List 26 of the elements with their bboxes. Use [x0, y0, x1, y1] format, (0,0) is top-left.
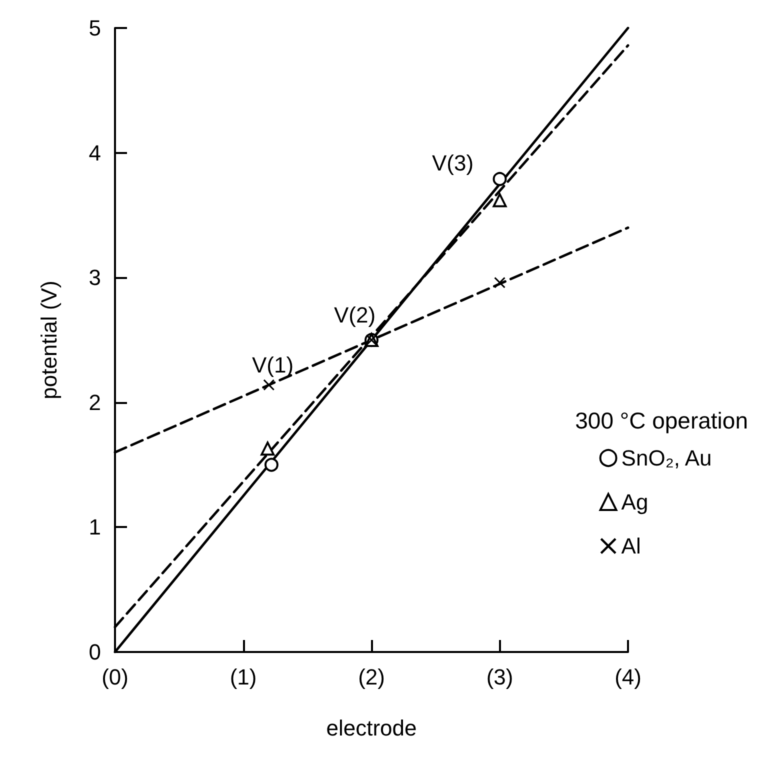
y-tick-label: 0: [88, 640, 101, 664]
legend-title: 300 °C operation: [575, 408, 748, 434]
point: [494, 277, 506, 288]
legend-label: SnO₂, Au: [621, 446, 712, 470]
point: [260, 442, 275, 456]
y-tick-label: 5: [88, 16, 101, 40]
legend-label: Al: [621, 534, 641, 558]
point: [492, 193, 507, 208]
x-tick-label: (1): [230, 664, 257, 690]
y-tick-label: 1: [88, 514, 101, 540]
x-tick-label: (3): [486, 664, 514, 690]
annotation: V(2): [334, 302, 376, 328]
point: [264, 458, 278, 472]
legend-label: Ag: [621, 490, 648, 514]
point: [263, 379, 274, 390]
x-tick-label: (2): [358, 664, 385, 690]
y-tick-label: 3: [88, 265, 101, 290]
x-tick-label: (4): [614, 664, 642, 690]
y-axis-title: potential (V): [36, 280, 62, 400]
y-tick-label: 4: [88, 140, 101, 166]
y-tick-label: 2: [88, 390, 101, 415]
point: [492, 172, 507, 186]
x-tick-label: (0): [102, 664, 128, 690]
annotation: V(1): [252, 352, 294, 378]
x-axis-title: electrode: [326, 716, 417, 740]
annotation: V(3): [432, 150, 474, 176]
